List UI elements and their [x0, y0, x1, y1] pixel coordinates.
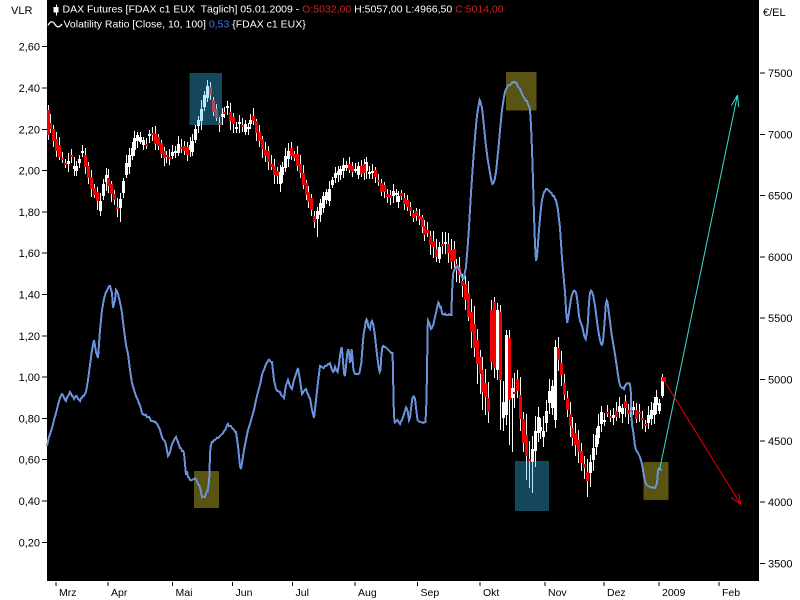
- svg-text:Jul: Jul: [296, 587, 309, 599]
- svg-text:3500: 3500: [768, 558, 792, 570]
- svg-text:7500: 7500: [768, 68, 792, 80]
- svg-text:Dez: Dez: [607, 587, 626, 599]
- svg-text:0,80: 0,80: [19, 413, 40, 425]
- svg-text:0,20: 0,20: [19, 537, 40, 549]
- svg-text:0,60: 0,60: [19, 455, 40, 467]
- svg-text:2,00: 2,00: [19, 166, 40, 178]
- svg-text:2009: 2009: [662, 587, 686, 599]
- svg-text:1,20: 1,20: [19, 331, 40, 343]
- svg-text:1,00: 1,00: [19, 372, 40, 384]
- svg-text:2,60: 2,60: [19, 42, 40, 54]
- svg-text:Jun: Jun: [236, 587, 253, 599]
- svg-text:2,40: 2,40: [19, 83, 40, 95]
- svg-text:Mrz: Mrz: [59, 587, 77, 599]
- svg-text:Nov: Nov: [548, 587, 567, 599]
- svg-text:7000: 7000: [768, 129, 792, 141]
- svg-text:€/EL: €/EL: [763, 7, 786, 19]
- svg-text:Volatility Ratio [Close, 10, 1: Volatility Ratio [Close, 10, 100] 0,53 {…: [64, 19, 307, 31]
- svg-text:6000: 6000: [768, 252, 792, 264]
- svg-text:1,60: 1,60: [19, 248, 40, 260]
- svg-text:Apr: Apr: [111, 587, 128, 599]
- svg-text:4500: 4500: [768, 436, 792, 448]
- svg-text:1,80: 1,80: [19, 207, 40, 219]
- svg-text:5000: 5000: [768, 375, 792, 387]
- svg-text:Feb: Feb: [722, 587, 740, 599]
- svg-text:5500: 5500: [768, 313, 792, 325]
- svg-text:Mai: Mai: [176, 587, 193, 599]
- svg-text:VLR: VLR: [11, 5, 32, 17]
- svg-text:DAX Futures [FDAX c1 EUX Tägl: DAX Futures [FDAX c1 EUX Täglich] 05.01.…: [63, 4, 504, 16]
- svg-text:2,20: 2,20: [19, 124, 40, 136]
- svg-text:4000: 4000: [768, 497, 792, 509]
- svg-text:Aug: Aug: [358, 587, 377, 599]
- svg-text:Sep: Sep: [421, 587, 440, 599]
- svg-text:Okt: Okt: [483, 587, 499, 599]
- svg-text:1,40: 1,40: [19, 290, 40, 302]
- svg-text:0,40: 0,40: [19, 496, 40, 508]
- svg-text:6500: 6500: [768, 191, 792, 203]
